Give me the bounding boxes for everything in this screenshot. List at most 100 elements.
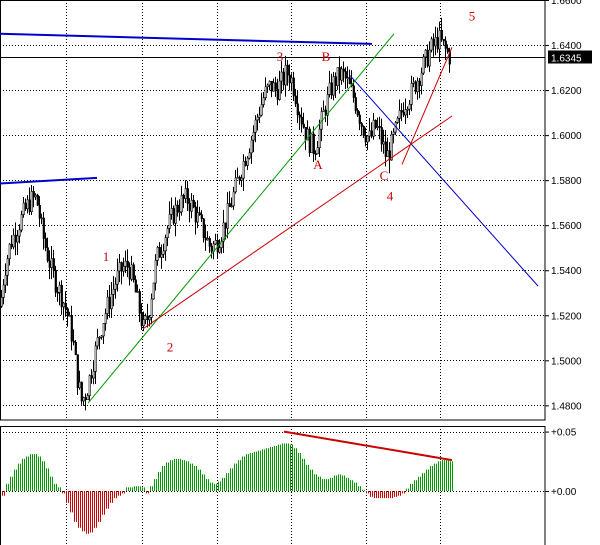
candle [366,134,369,151]
candle [170,197,173,220]
candle [16,229,19,256]
candle [124,250,127,274]
candle [64,291,67,317]
candle [92,361,95,385]
candle [242,154,245,191]
candle [312,126,315,162]
candle [188,198,191,223]
candle [286,59,289,86]
candle [78,370,81,390]
candle [98,336,101,350]
candle [332,72,335,101]
price-tick-label: 1.6600 [551,0,582,7]
candle [210,243,213,259]
candle [70,305,73,351]
candle [380,118,383,152]
candle [376,117,379,131]
candle [388,142,391,174]
candle [52,249,55,278]
candle [154,254,157,291]
candle [260,92,263,117]
candle [430,36,433,53]
candle [340,66,343,85]
candle [94,341,97,384]
candle [316,140,319,155]
wave-label: C [380,168,389,183]
candle [360,122,363,136]
candle [326,86,329,126]
candle [190,193,193,219]
candle [404,98,407,124]
candle [232,186,235,210]
candle [382,129,385,154]
candle [374,119,377,130]
candle [248,148,251,160]
candle [362,125,365,138]
candle [344,67,347,89]
candle [364,127,367,147]
blue-trendline [349,75,539,287]
candle [428,41,431,72]
current-price-tag [548,50,592,64]
candle [8,243,11,266]
candle [144,313,147,325]
candle [298,111,301,130]
candle [442,39,445,46]
candle [276,78,279,106]
candle [120,261,123,285]
candle [0,289,3,308]
candle [74,340,77,356]
candle [116,258,119,292]
candle [150,293,153,325]
candle [192,195,195,209]
candle [82,396,85,406]
candle [392,128,395,144]
candle [306,120,309,141]
candle [370,122,373,139]
candle [328,70,331,98]
candle [414,80,417,95]
candle [422,53,425,76]
candle [250,135,253,164]
candle [136,284,139,293]
candle [54,265,57,298]
candle [2,279,5,305]
candle [334,72,337,99]
price-panel-frame [0,0,546,421]
candle [164,234,167,261]
price-tick-label: 1.5400 [551,266,582,277]
candle [378,116,381,140]
candle [436,27,439,53]
candle [444,36,447,60]
candle [410,75,413,112]
candle [130,255,133,282]
price-tick-label: 1.5200 [551,311,582,322]
candle [400,103,403,122]
candle [272,78,275,92]
candle [48,250,51,280]
candle [62,301,65,321]
wave-label: 5 [469,8,476,23]
price-tick-label: 1.6000 [551,131,582,142]
candle [138,288,141,323]
candle [152,282,155,300]
candle [318,119,321,158]
candle [72,329,75,346]
candle [310,133,313,154]
candle [434,26,437,56]
candle [12,228,15,250]
candle [18,224,21,244]
wave-label: 2 [167,339,174,354]
wave-label: 1 [103,249,110,264]
candle [356,108,359,118]
candle [284,55,287,97]
wave-label: 3 [277,49,284,64]
candle [330,73,333,100]
candle [176,200,179,217]
candle [58,281,61,306]
candle [270,80,273,98]
candle [194,201,197,235]
candle [26,195,29,214]
candle [20,210,23,233]
